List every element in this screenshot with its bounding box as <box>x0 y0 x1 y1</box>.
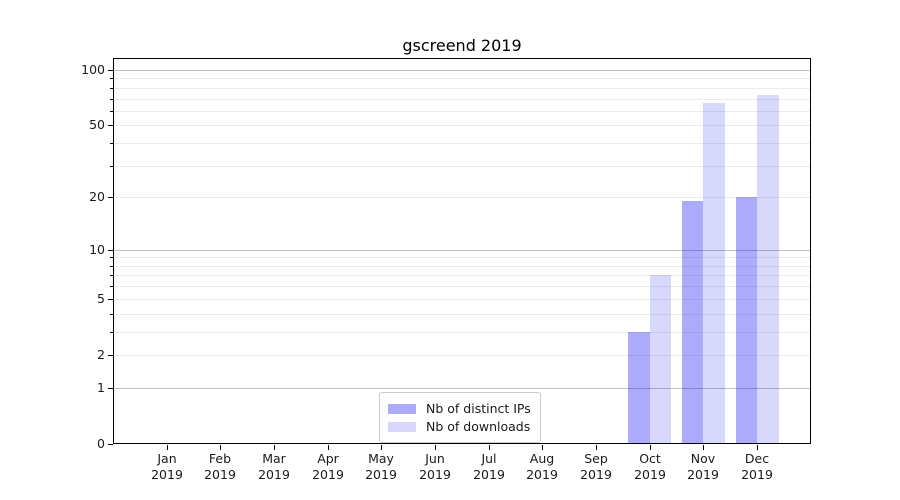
y-gridline-minor <box>113 78 811 79</box>
bar-downloads <box>649 275 672 444</box>
x-tick <box>703 445 705 450</box>
legend-swatch <box>388 421 416 432</box>
x-tick <box>542 445 544 450</box>
x-tick <box>650 445 652 450</box>
y-tick <box>108 125 113 127</box>
y-tick-minor <box>110 332 113 333</box>
bar-downloads <box>703 103 725 444</box>
y-gridline-minor <box>113 299 811 300</box>
x-tick-label: Aug 2019 <box>526 451 558 482</box>
y-gridline-major <box>113 70 811 71</box>
y-tick <box>108 355 113 357</box>
legend-label: Nb of downloads <box>426 419 531 434</box>
y-tick-label: 10 <box>89 242 105 257</box>
y-gridline-minor <box>113 143 811 144</box>
x-tick <box>381 445 383 450</box>
y-gridline-minor <box>113 314 811 315</box>
x-tick <box>274 445 276 450</box>
x-tick-label: Jan 2019 <box>151 451 183 482</box>
y-gridline-minor <box>113 286 811 287</box>
y-gridline-minor <box>113 257 811 258</box>
y-tick-minor <box>110 286 113 287</box>
y-gridline-minor <box>113 99 811 100</box>
y-gridline-minor <box>113 355 811 356</box>
y-gridline-minor <box>113 332 811 333</box>
chart-title: gscreend 2019 <box>402 36 522 55</box>
y-tick <box>108 70 113 72</box>
y-tick-label: 0 <box>97 436 105 451</box>
x-tick-label: Feb 2019 <box>204 451 236 482</box>
y-tick-minor <box>110 314 113 315</box>
legend: Nb of distinct IPs Nb of downloads <box>379 392 541 443</box>
x-tick-label: Mar 2019 <box>258 451 290 482</box>
y-gridline-minor <box>113 266 811 267</box>
x-tick-label: May 2019 <box>365 451 397 482</box>
y-tick-minor <box>110 275 113 276</box>
y-tick <box>108 388 113 390</box>
x-tick <box>596 445 598 450</box>
y-tick-minor <box>110 266 113 267</box>
x-tick-label: Apr 2019 <box>312 451 344 482</box>
y-gridline-minor <box>113 197 811 198</box>
y-gridline-major <box>113 250 811 251</box>
legend-entry: Nb of downloads <box>388 418 531 435</box>
y-tick-minor <box>110 166 113 167</box>
x-tick-label: Oct 2019 <box>634 451 666 482</box>
y-gridline-minor <box>113 111 811 112</box>
x-tick <box>220 445 222 450</box>
y-gridline-minor <box>113 88 811 89</box>
y-gridline-major <box>113 388 811 389</box>
x-tick-label: Dec 2019 <box>741 451 773 482</box>
legend-label: Nb of distinct IPs <box>426 401 531 416</box>
y-gridline-minor <box>113 275 811 276</box>
x-tick <box>489 445 491 450</box>
x-tick-label: Sep 2019 <box>580 451 612 482</box>
bar-distinct-ips <box>681 201 704 444</box>
y-tick-minor <box>110 88 113 89</box>
y-tick-minor <box>110 143 113 144</box>
x-tick <box>328 445 330 450</box>
y-tick-minor <box>110 111 113 112</box>
x-tick-label: Jun 2019 <box>419 451 451 482</box>
y-tick <box>108 250 113 252</box>
y-gridline-minor <box>113 125 811 126</box>
x-tick-label: Nov 2019 <box>687 451 719 482</box>
y-tick-label: 5 <box>97 291 105 306</box>
bar-distinct-ips <box>628 331 650 444</box>
y-tick <box>108 444 113 446</box>
y-tick-label: 1 <box>97 380 105 395</box>
y-gridline-minor <box>113 166 811 167</box>
bar-distinct-ips <box>735 197 757 444</box>
y-tick-minor <box>110 257 113 258</box>
y-tick <box>108 299 113 301</box>
y-tick-label: 100 <box>81 62 105 77</box>
y-tick-label: 20 <box>89 189 105 204</box>
bar-downloads <box>757 95 779 444</box>
x-tick <box>167 445 169 450</box>
x-tick <box>435 445 437 450</box>
y-tick <box>108 197 113 199</box>
y-tick-label: 50 <box>89 117 105 132</box>
legend-swatch <box>388 403 416 414</box>
x-tick-label: Jul 2019 <box>473 451 505 482</box>
y-tick-minor <box>110 99 113 100</box>
legend-entry: Nb of distinct IPs <box>388 400 531 417</box>
y-tick-minor <box>110 78 113 79</box>
y-tick-label: 2 <box>97 347 105 362</box>
x-tick <box>757 445 759 450</box>
